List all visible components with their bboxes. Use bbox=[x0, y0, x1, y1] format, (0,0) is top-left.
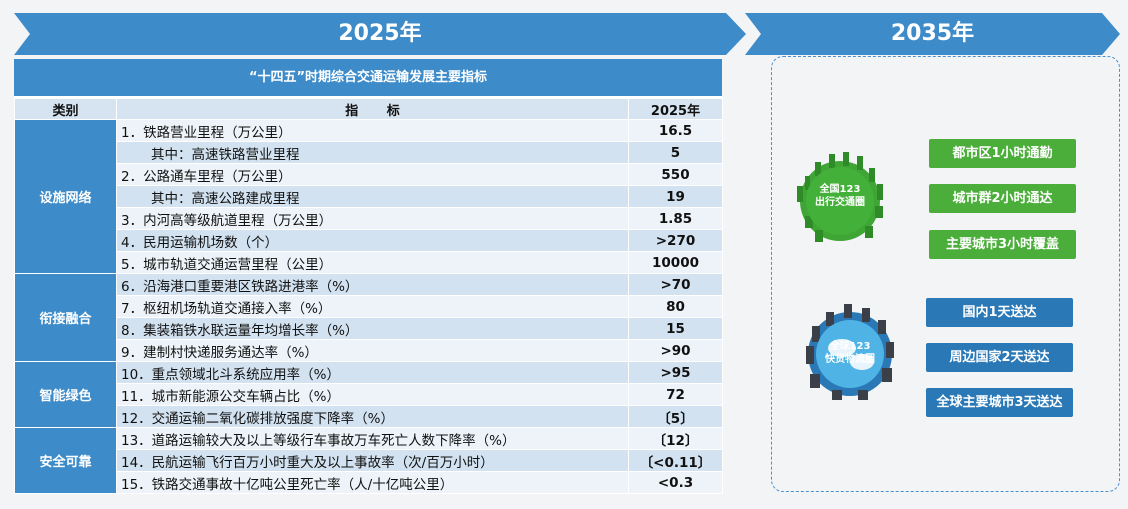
banner-2025-arrow-shape bbox=[14, 13, 746, 55]
table-title: “十四五”时期综合交通运输发展主要指标 bbox=[14, 59, 722, 98]
freight-circle-label: 全球123快货物流圈 bbox=[825, 341, 875, 365]
value-cell: 〔12〕 bbox=[628, 427, 723, 450]
target-domestic-1d: 国内1天送达 bbox=[926, 298, 1073, 327]
table-row: 9．建制村快递服务通达率（%） >90 bbox=[15, 339, 723, 362]
banner-2025-label: 2025年 bbox=[338, 21, 422, 46]
category-integration: 衔接融合 bbox=[14, 273, 117, 362]
indicator-cell: 其中：高速铁路营业里程 bbox=[116, 141, 629, 164]
target-neighbors-2d: 周边国家2天送达 bbox=[926, 343, 1073, 372]
target-global-3d: 全球主要城市3天送达 bbox=[926, 388, 1073, 417]
value-cell: >270 bbox=[628, 229, 723, 252]
table-row: 智能绿色 10．重点领域北斗系统应用率（%） >95 bbox=[14, 361, 723, 428]
table-row: 7．枢纽机场轨道交通接入率（%） 80 bbox=[15, 295, 723, 318]
value-cell: 72 bbox=[628, 383, 723, 406]
value-cell: 15 bbox=[628, 317, 723, 340]
value-cell: <0.3 bbox=[628, 471, 723, 494]
banner-2035: 2035年 bbox=[745, 13, 1120, 55]
table-row: 11．城市新能源公交车辆占比（%） 72 bbox=[15, 383, 723, 406]
indicator-cell: 4．民用运输机场数（个） bbox=[116, 229, 629, 252]
indicator-cell: 9．建制村快递服务通达率（%） bbox=[116, 339, 629, 362]
table-row: 2．公路通车里程（万公里） 550 bbox=[15, 163, 723, 186]
table-row: 12．交通运输二氧化碳排放强度下降率（%） 〔5〕 bbox=[15, 405, 723, 428]
category-smart-green: 智能绿色 bbox=[14, 361, 117, 428]
table-row: 衔接融合 6．沿海港口重要港区铁路进港率（%） >70 bbox=[14, 273, 723, 362]
header-year: 2025年 bbox=[628, 98, 723, 120]
indicator-cell: 5．城市轨道交通运营里程（公里） bbox=[116, 251, 629, 274]
passenger-circle-label: 全国123出行交通圈 bbox=[815, 184, 865, 208]
value-cell: 16.5 bbox=[628, 119, 723, 142]
indicator-grid: 类别 指 标 2025年 设施网络 1．铁路营业里程（万公里） 16.5 其中：… bbox=[14, 98, 723, 494]
indicator-cell: 2．公路通车里程（万公里） bbox=[116, 163, 629, 186]
target-commute-1h: 都市区1小时通勤 bbox=[929, 139, 1076, 168]
header-indicator: 指 标 bbox=[116, 98, 629, 120]
value-cell: 80 bbox=[628, 295, 723, 318]
indicator-cell: 6．沿海港口重要港区铁路进港率（%） bbox=[116, 273, 629, 296]
table-row: 其中：高速铁路营业里程 5 bbox=[15, 141, 723, 164]
table-row: 设施网络 1．铁路营业里程（万公里） 16.5 bbox=[14, 119, 723, 274]
indicator-cell: 10．重点领域北斗系统应用率（%） bbox=[116, 361, 629, 384]
table-row: 3．内河高等级航道里程（万公里） 1.85 bbox=[15, 207, 723, 230]
indicator-cell: 其中：高速公路建成里程 bbox=[116, 185, 629, 208]
table-row: 4．民用运输机场数（个） >270 bbox=[15, 229, 723, 252]
table-row: 15．铁路交通事故十亿吨公里死亡率（人/十亿吨公里） <0.3 bbox=[15, 471, 723, 494]
passenger-circle-icon bbox=[797, 152, 883, 242]
value-cell: 5 bbox=[628, 141, 723, 164]
table-header-row: 类别 指 标 2025年 bbox=[14, 98, 723, 120]
indicator-cell: 8．集装箱铁水联运量年均增长率（%） bbox=[116, 317, 629, 340]
value-cell: 1.85 bbox=[628, 207, 723, 230]
value-cell: 550 bbox=[628, 163, 723, 186]
value-cell: >95 bbox=[628, 361, 723, 384]
indicator-cell: 1．铁路营业里程（万公里） bbox=[116, 119, 629, 142]
indicator-cell: 12．交通运输二氧化碳排放强度下降率（%） bbox=[116, 405, 629, 428]
value-cell: 10000 bbox=[628, 251, 723, 274]
category-infrastructure: 设施网络 bbox=[14, 119, 117, 274]
indicator-cell: 7．枢纽机场轨道交通接入率（%） bbox=[116, 295, 629, 318]
indicator-cell: 11．城市新能源公交车辆占比（%） bbox=[116, 383, 629, 406]
table-row: 5．城市轨道交通运营里程（公里） 10000 bbox=[15, 251, 723, 274]
banner-2025: 2025年 bbox=[14, 13, 746, 55]
banner-2035-label: 2035年 bbox=[890, 21, 975, 46]
banner-2035-arrow-shape bbox=[745, 13, 1120, 55]
indicator-cell: 14．民航运输飞行百万小时重大及以上事故率（次/百万小时） bbox=[116, 449, 629, 472]
target-city-cluster-2h: 城市群2小时通达 bbox=[929, 184, 1076, 213]
table-row: 8．集装箱铁水联运量年均增长率（%） 15 bbox=[15, 317, 723, 340]
table-row: 其中：高速公路建成里程 19 bbox=[15, 185, 723, 208]
value-cell: >70 bbox=[628, 273, 723, 296]
indicator-cell: 13．道路运输较大及以上等级行车事故万车死亡人数下降率（%） bbox=[116, 427, 629, 450]
category-safety: 安全可靠 bbox=[14, 427, 117, 494]
table-row: 14．民航运输飞行百万小时重大及以上事故率（次/百万小时） 〔<0.11〕 bbox=[15, 449, 723, 472]
value-cell: 〔<0.11〕 bbox=[628, 449, 723, 472]
value-cell: 19 bbox=[628, 185, 723, 208]
indicator-cell: 3．内河高等级航道里程（万公里） bbox=[116, 207, 629, 230]
vision-2035-panel bbox=[771, 56, 1120, 492]
target-major-cities-3h: 主要城市3小时覆盖 bbox=[929, 230, 1076, 259]
value-cell: >90 bbox=[628, 339, 723, 362]
indicator-table: “十四五”时期综合交通运输发展主要指标 类别 指 标 2025年 设施网络 1．… bbox=[14, 59, 723, 494]
freight-circle-icon bbox=[806, 304, 894, 400]
header-category: 类别 bbox=[14, 98, 117, 120]
table-row: 安全可靠 13．道路运输较大及以上等级行车事故万车死亡人数下降率（%） 〔12〕 bbox=[14, 427, 723, 494]
value-cell: 〔5〕 bbox=[628, 405, 723, 428]
indicator-cell: 15．铁路交通事故十亿吨公里死亡率（人/十亿吨公里） bbox=[116, 471, 629, 494]
